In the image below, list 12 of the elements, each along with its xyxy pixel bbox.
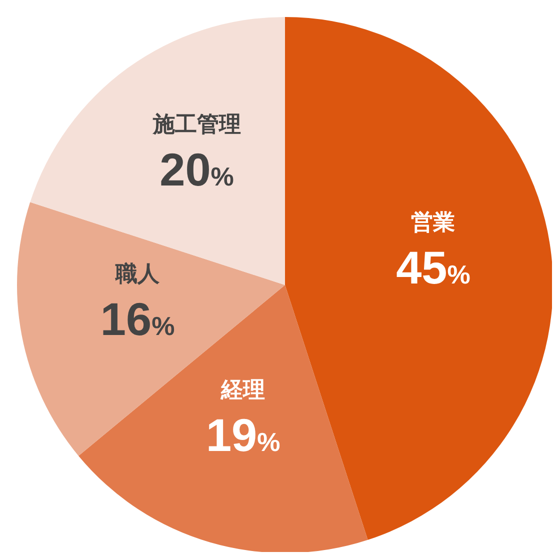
pie-slice: [18, 202, 285, 456]
slice-label: 施工管理: [152, 112, 241, 138]
slice-label: 職人: [114, 262, 161, 288]
pie-slice: [30, 17, 285, 285]
pie-slice: [285, 17, 552, 540]
slice-label: 営業: [411, 210, 456, 236]
data-label: 45%: [396, 242, 470, 294]
data-label: 19%: [206, 409, 280, 462]
data-label: 20%: [160, 144, 234, 196]
data-label: 16%: [100, 293, 175, 346]
slice-label: 経理: [220, 378, 266, 404]
pie-slice: [78, 285, 368, 552]
